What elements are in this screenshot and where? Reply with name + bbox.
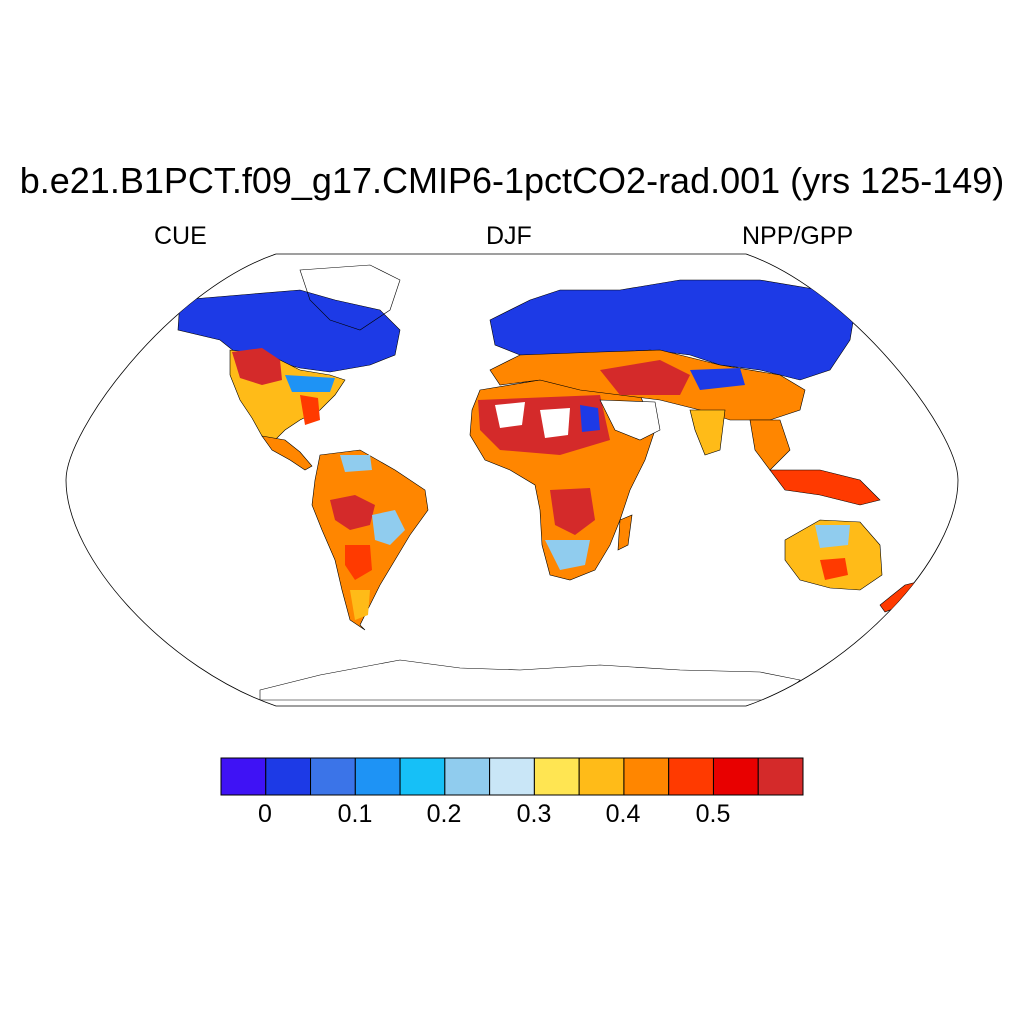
colorbar-swatch — [712, 757, 759, 796]
colorbar-swatch — [489, 757, 535, 796]
north-america — [177, 289, 401, 471]
colorbar-tick-label: 0.3 — [516, 800, 552, 828]
eurasia — [489, 279, 856, 471]
colorbar-tick-label: 0.2 — [426, 800, 462, 828]
plot-title: b.e21.B1PCT.f09_g17.CMIP6-1pctCO2-rad.00… — [19, 160, 1005, 201]
colorbar — [220, 757, 804, 796]
south-america — [311, 449, 429, 631]
colorbar-swatch — [444, 757, 491, 796]
greenland — [299, 264, 401, 331]
colorbar-swatch — [354, 757, 401, 796]
colorbar-swatch — [265, 757, 312, 796]
colorbar-swatch — [578, 757, 625, 796]
colorbar-swatch — [533, 757, 580, 796]
variable-label: CUE — [154, 222, 207, 250]
colorbar-swatch — [668, 757, 714, 796]
maritime-continent — [769, 469, 881, 506]
colorbar-swatch — [399, 757, 446, 796]
colorbar-swatch — [623, 757, 670, 796]
units-label: NPP/GPP — [742, 222, 854, 250]
colorbar-swatch — [220, 757, 267, 796]
colorbar-swatch — [310, 757, 356, 796]
season-label: DJF — [486, 222, 532, 250]
colorbar-swatch — [757, 757, 804, 796]
africa — [469, 379, 656, 581]
antarctica — [259, 659, 801, 701]
colorbar-tick-label: 0.1 — [337, 800, 373, 828]
australia — [784, 519, 883, 591]
colorbar-tick-label: 0.4 — [605, 800, 641, 828]
colorbar-tick-label: 0 — [258, 800, 272, 828]
colorbar-tick-label: 0.5 — [695, 800, 731, 828]
